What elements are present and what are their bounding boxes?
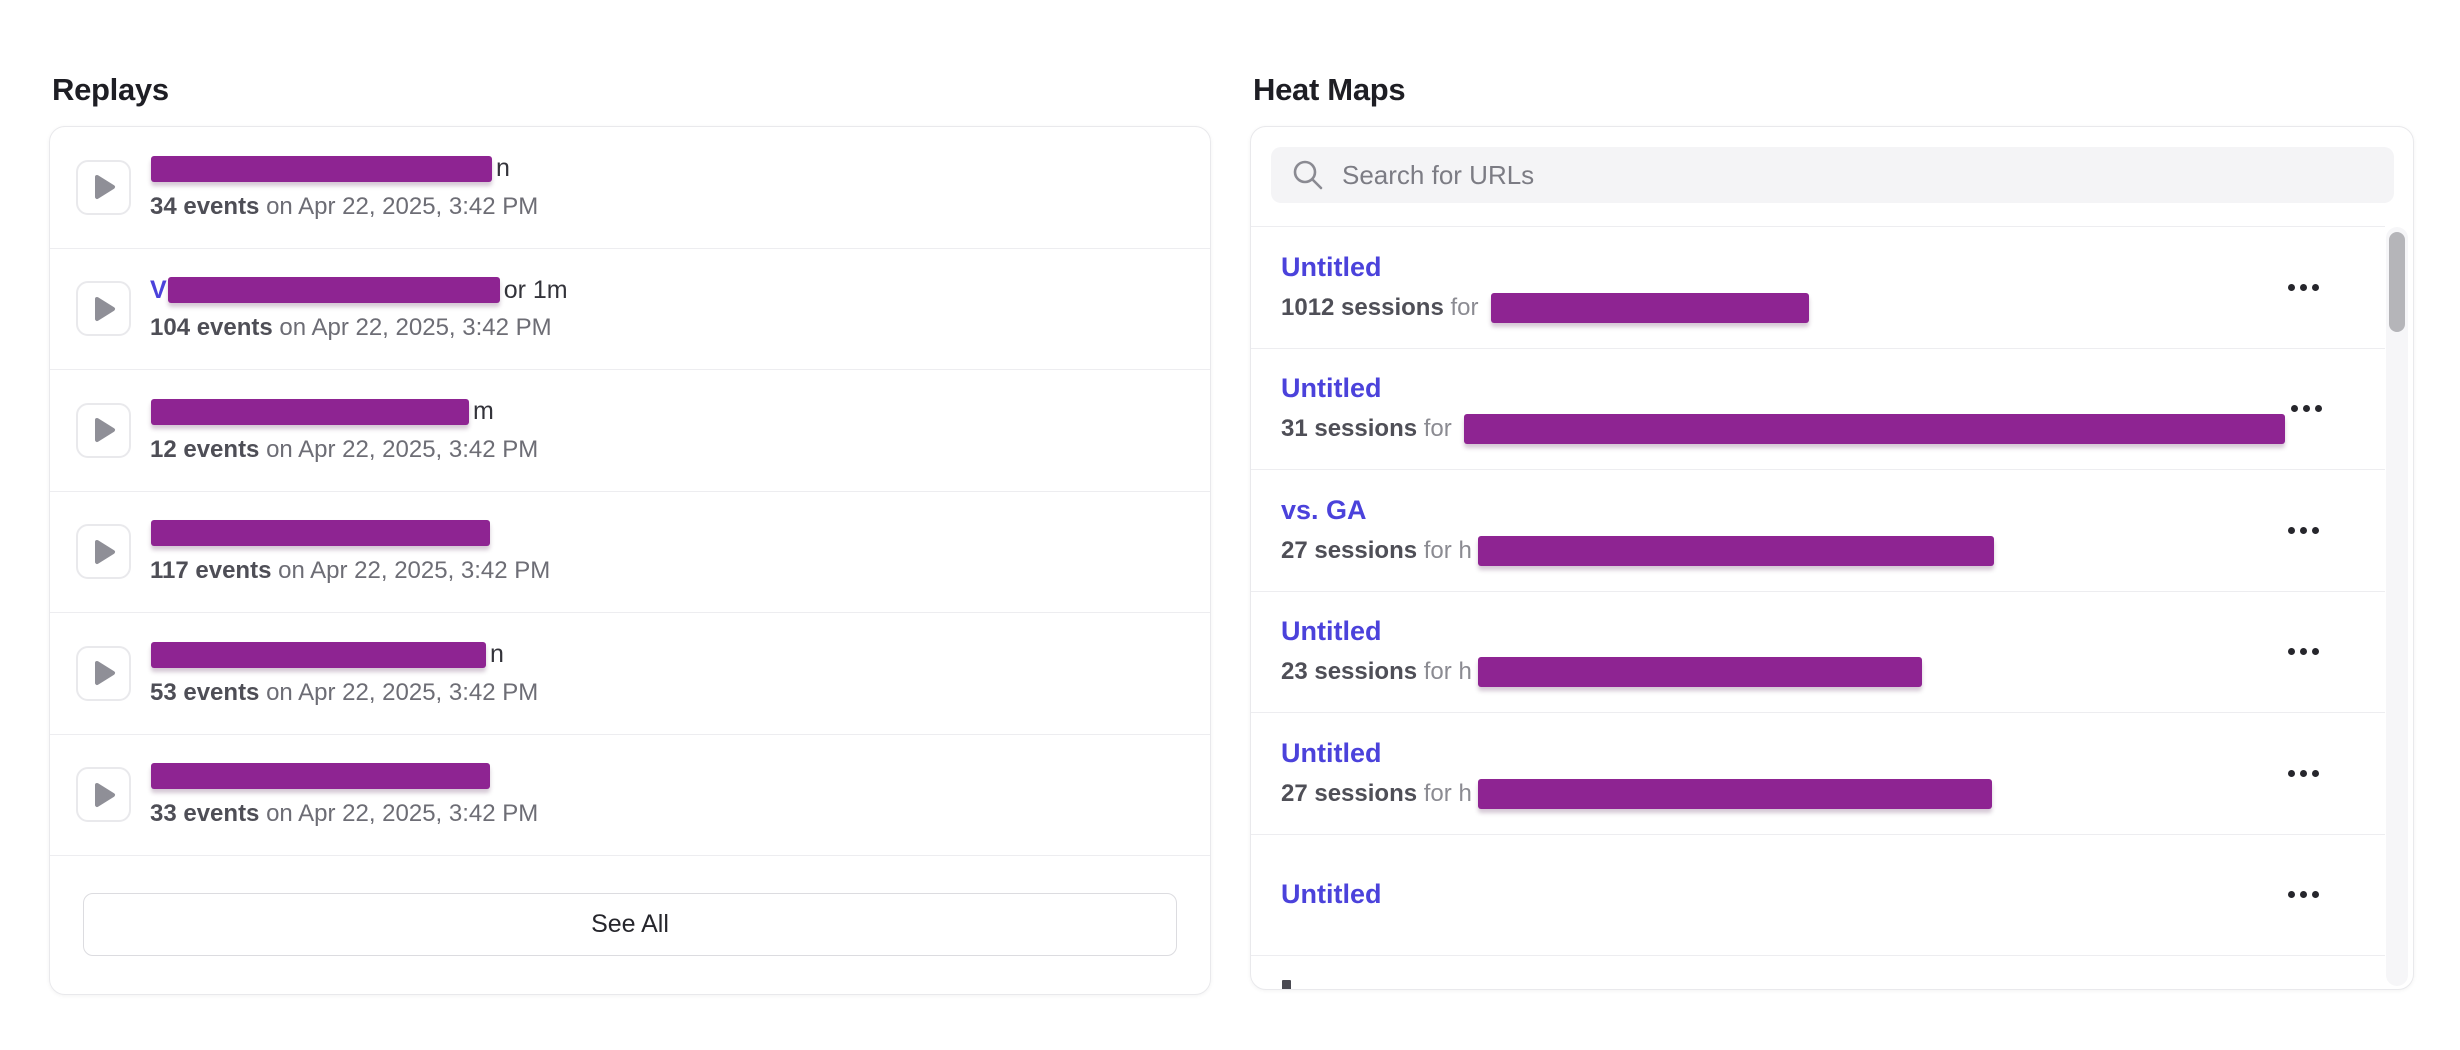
clipped-text-fragment [1282,980,1291,989]
heatmap-title-link[interactable]: Untitled [1281,616,1382,647]
play-button[interactable] [76,524,131,580]
replay-user-line: V or 1m [150,275,568,304]
heatmap-row: Untitled 31 sessions for [1251,349,2385,470]
play-icon [95,175,115,200]
replay-row: V or 1m 104 events on Apr 22, 2025, 3:42… [50,249,1210,370]
redacted-name [167,277,500,304]
heatmap-meta: 23 sessions for h [1281,657,2282,688]
replay-user-line: m [150,397,538,427]
play-button[interactable] [76,402,131,458]
replays-heading: Replays [52,71,169,107]
ellipsis-icon [2288,283,2295,291]
replay-meta: 33 events on Apr 22, 2025, 3:42 PM [150,800,539,828]
scrollbar-thumb[interactable] [2389,232,2405,332]
redacted-name [151,155,492,182]
scrollbar-track[interactable] [2386,227,2408,986]
heatmap-row: vs. GA 27 sessions for h [1251,470,2385,592]
play-button[interactable] [76,645,131,701]
play-icon [95,661,115,686]
replay-user-line: n [150,640,538,670]
redacted-url [1477,778,1992,809]
heatmap-row: Untitled 27 sessions for h [1251,713,2385,835]
heatmaps-card: Untitled 1012 sessions for Untitled 31 s… [1250,126,2414,990]
redacted-name [151,763,490,790]
heatmap-title-link[interactable]: Untitled [1281,879,1382,910]
heatmaps-heading: Heat Maps [1253,71,1406,107]
heatmap-row: Untitled 23 sessions for h [1251,592,2385,713]
replay-meta: 34 events on Apr 22, 2025, 3:42 PM [150,192,539,220]
heatmap-title-link[interactable]: Untitled [1281,737,1382,768]
replay-meta: 104 events on Apr 22, 2025, 3:42 PM [150,314,552,342]
heatmap-row: Untitled 1012 sessions for [1251,227,2385,349]
replay-row: m 12 events on Apr 22, 2025, 3:42 PM [50,370,1210,492]
play-icon [95,418,115,443]
heatmap-meta: 27 sessions for h [1281,535,2282,566]
replay-row: n 34 events on Apr 22, 2025, 3:42 PM [50,127,1210,249]
ellipsis-icon [2291,405,2299,413]
replays-list: n 34 events on Apr 22, 2025, 3:42 PM V o… [50,127,1210,856]
replay-meta: 117 events on Apr 22, 2025, 3:42 PM [150,557,551,585]
play-icon [95,782,115,807]
heatmaps-list: Untitled 1012 sessions for Untitled 31 s… [1251,226,2385,989]
row-menu-button[interactable] [2282,760,2325,787]
replay-user-line [150,518,550,548]
play-button[interactable] [76,281,131,337]
heatmap-meta: 27 sessions for h [1281,778,2282,809]
replays-card: n 34 events on Apr 22, 2025, 3:42 PM V o… [49,126,1211,995]
row-menu-button[interactable] [2282,638,2325,665]
redacted-name [151,641,486,668]
heatmap-title-link[interactable]: vs. GA [1281,494,1367,525]
play-icon [95,296,115,321]
row-menu-button[interactable] [2285,395,2328,422]
redacted-url [1477,657,1922,688]
play-icon [95,539,115,564]
ellipsis-icon [2288,526,2295,534]
ellipsis-icon [2288,648,2295,656]
redacted-name [151,398,469,425]
replay-meta: 12 events on Apr 22, 2025, 3:42 PM [150,435,539,463]
heatmap-meta: 1012 sessions for [1281,292,2282,323]
heatmap-meta: 31 sessions for [1281,414,2286,445]
replay-row: 117 events on Apr 22, 2025, 3:42 PM [50,492,1210,613]
replay-user-line [150,761,538,791]
ellipsis-icon [2288,769,2295,777]
redacted-url [1464,414,2286,445]
play-button[interactable] [76,159,131,215]
row-menu-button[interactable] [2282,517,2325,544]
redacted-name [151,520,490,547]
replay-meta: 53 events on Apr 22, 2025, 3:42 PM [150,678,539,706]
heatmap-title-link[interactable]: Untitled [1281,373,1382,404]
row-menu-button[interactable] [2282,274,2325,301]
heatmap-row: Untitled [1251,835,2385,956]
replay-row: 33 events on Apr 22, 2025, 3:42 PM [50,735,1210,856]
redacted-url [1477,535,1994,566]
redacted-url [1491,292,1810,323]
heatmap-title-link[interactable]: Untitled [1281,251,1382,282]
replay-user-line: n [150,154,538,184]
url-search-box [1271,147,2394,203]
play-button[interactable] [76,767,131,823]
search-icon [1293,160,1323,190]
heatmap-row-partial [1251,956,2385,989]
row-menu-button[interactable] [2282,881,2325,908]
replay-row: n 53 events on Apr 22, 2025, 3:42 PM [50,613,1210,735]
search-input[interactable] [1342,159,2374,191]
see-all-button[interactable]: See All [83,893,1177,956]
ellipsis-icon [2288,891,2295,899]
